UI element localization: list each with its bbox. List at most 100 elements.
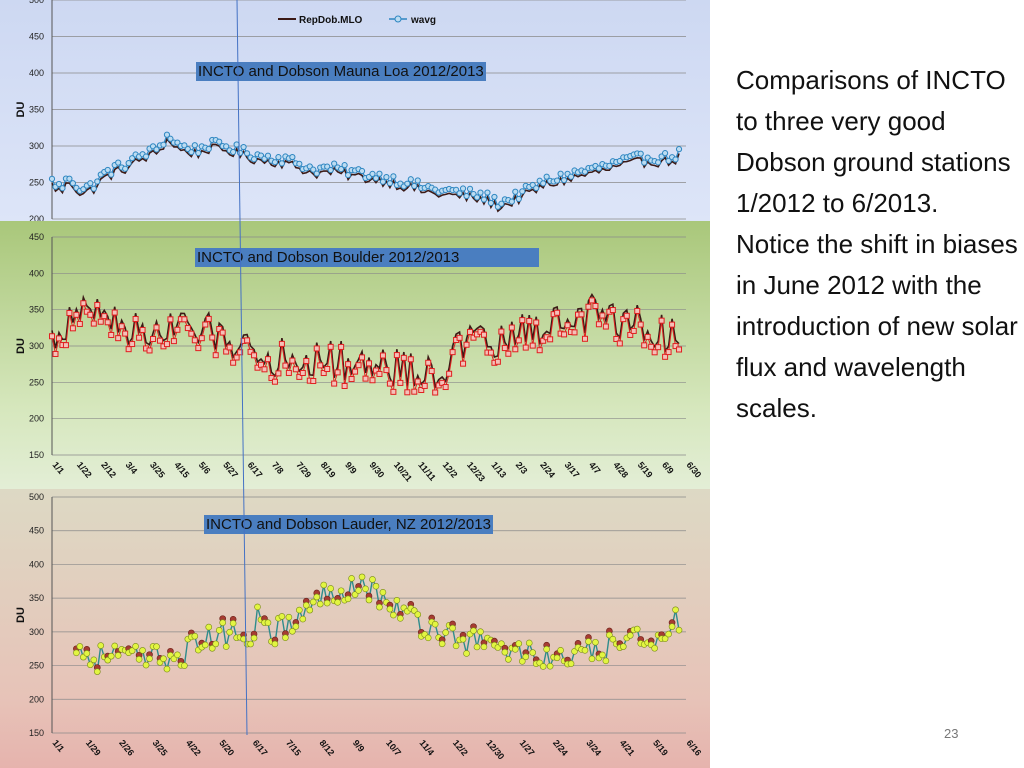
data-point bbox=[620, 316, 627, 323]
data-point bbox=[264, 152, 272, 159]
data-point bbox=[62, 342, 69, 349]
data-point bbox=[289, 357, 296, 364]
data-point-incto bbox=[191, 632, 199, 640]
data-point-incto bbox=[90, 656, 98, 664]
data-point-incto bbox=[240, 635, 247, 643]
data-point bbox=[191, 142, 198, 149]
data-point-incto bbox=[609, 635, 617, 643]
data-point bbox=[83, 308, 90, 315]
data-point bbox=[359, 354, 366, 361]
data-point bbox=[240, 143, 247, 151]
data-point bbox=[205, 315, 212, 322]
data-point bbox=[414, 378, 421, 385]
bias-shift-line bbox=[236, 0, 248, 736]
data-point-incto bbox=[546, 662, 554, 670]
data-point-incto bbox=[316, 600, 324, 608]
data-point-incto bbox=[599, 651, 606, 659]
data-point bbox=[669, 321, 676, 328]
data-point-incto bbox=[376, 603, 383, 611]
data-point-incto bbox=[351, 591, 359, 598]
data-point-incto bbox=[442, 629, 449, 636]
y-tick-label: 250 bbox=[29, 178, 44, 188]
data-point bbox=[602, 323, 609, 330]
data-point bbox=[571, 329, 578, 336]
data-point-incto bbox=[522, 653, 530, 661]
data-point bbox=[644, 333, 651, 340]
data-point bbox=[439, 379, 446, 386]
data-point bbox=[494, 358, 501, 365]
chart-title-boulder: INCTO and Dobson Boulder 2012/2013 bbox=[195, 248, 539, 267]
data-point bbox=[341, 162, 348, 169]
data-point bbox=[247, 348, 254, 355]
data-point-incto bbox=[567, 660, 575, 667]
data-point bbox=[324, 365, 331, 372]
data-point-incto bbox=[672, 606, 679, 614]
data-point-incto bbox=[205, 623, 213, 631]
data-point-incto bbox=[174, 651, 181, 659]
data-point bbox=[237, 349, 244, 356]
data-point bbox=[383, 174, 390, 181]
data-point-incto bbox=[282, 634, 289, 641]
data-point-incto bbox=[83, 650, 91, 657]
data-point bbox=[641, 159, 648, 166]
slide-body-text: Comparisons of INCTO to three very good … bbox=[736, 65, 1018, 423]
data-point bbox=[156, 337, 163, 344]
data-point-incto bbox=[372, 582, 380, 590]
data-point bbox=[512, 188, 519, 195]
data-point-incto bbox=[431, 620, 439, 628]
data-point bbox=[205, 145, 212, 153]
data-point-incto bbox=[438, 640, 446, 648]
data-point-incto bbox=[229, 620, 237, 627]
data-point bbox=[216, 138, 223, 145]
data-point bbox=[460, 360, 467, 367]
data-point-incto bbox=[114, 652, 122, 659]
data-point bbox=[122, 330, 129, 337]
data-point bbox=[296, 160, 303, 167]
data-point bbox=[432, 389, 439, 396]
data-point bbox=[658, 317, 665, 324]
data-point bbox=[223, 143, 230, 150]
data-point bbox=[48, 175, 56, 182]
data-point bbox=[676, 346, 683, 353]
data-point-incto bbox=[543, 645, 550, 653]
data-point bbox=[613, 335, 620, 342]
data-point-incto bbox=[505, 656, 512, 663]
data-point-incto bbox=[459, 635, 467, 643]
data-point bbox=[397, 379, 404, 386]
data-point-incto bbox=[160, 655, 167, 663]
data-point bbox=[80, 186, 87, 193]
data-point bbox=[153, 324, 160, 331]
data-point bbox=[529, 342, 536, 349]
data-point bbox=[184, 325, 191, 332]
data-point bbox=[310, 166, 317, 173]
data-point-incto bbox=[626, 632, 634, 639]
data-point bbox=[470, 334, 477, 341]
data-point bbox=[320, 370, 327, 377]
data-point bbox=[487, 349, 494, 356]
data-point bbox=[581, 168, 589, 175]
data-point bbox=[170, 338, 177, 345]
data-point bbox=[411, 182, 418, 190]
data-point bbox=[226, 344, 233, 351]
y-tick-label: 300 bbox=[29, 341, 44, 351]
y-tick-label: 400 bbox=[29, 268, 44, 278]
data-point bbox=[163, 341, 170, 348]
data-point-incto bbox=[132, 643, 139, 650]
data-point-incto bbox=[327, 585, 334, 592]
data-point-incto bbox=[539, 663, 547, 670]
data-point bbox=[142, 153, 150, 160]
data-point bbox=[209, 334, 216, 341]
data-point-incto bbox=[365, 596, 373, 604]
data-point bbox=[344, 171, 352, 179]
data-point bbox=[501, 345, 508, 352]
data-point bbox=[414, 177, 421, 184]
data-point-incto bbox=[414, 611, 422, 618]
data-point-incto bbox=[73, 649, 80, 657]
y-tick-label: 150 bbox=[29, 450, 44, 460]
data-point-incto bbox=[139, 647, 146, 654]
data-point bbox=[146, 347, 153, 354]
data-point-incto bbox=[135, 655, 143, 663]
data-point-incto bbox=[264, 619, 272, 626]
data-point-incto bbox=[97, 642, 105, 649]
data-point bbox=[386, 180, 394, 187]
